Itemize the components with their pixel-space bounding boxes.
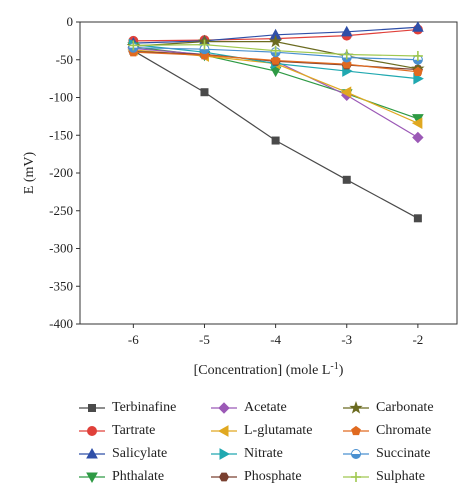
legend-item-phthalate: Phthalate <box>78 467 210 486</box>
data-point-salicylate <box>412 21 424 32</box>
legend-marker-phosphate <box>218 472 230 481</box>
legend-label: Tartrate <box>112 422 156 438</box>
data-point-l-glutamate <box>340 86 352 99</box>
legend-label: L-glutamate <box>244 422 313 438</box>
legend-swatch-carbonate <box>343 400 369 414</box>
data-point-sulphate <box>270 45 281 56</box>
legend-label: Salicylate <box>112 445 168 461</box>
legend-item-terbinafine: Terbinafine <box>78 398 210 417</box>
legend-item-tartrate: Tartrate <box>78 421 210 440</box>
legend-marker-carbonate <box>349 400 363 414</box>
legend-swatch-nitrate <box>211 447 237 460</box>
data-point-sulphate <box>128 40 139 51</box>
x-axis-title: [Concentration] (mole L-1) <box>194 361 344 379</box>
y-tick-label: -200 <box>49 165 73 180</box>
legend-swatch-l-glutamate <box>211 424 237 437</box>
legend-label: Nitrate <box>244 445 283 461</box>
y-axis-title: E (mV) <box>22 151 37 194</box>
legend-swatch-tartrate <box>79 425 105 436</box>
x-tick-label: -5 <box>199 332 210 347</box>
legend-swatch-acetate <box>211 401 237 414</box>
y-tick-label: 0 <box>67 14 74 29</box>
legend-marker-tartrate <box>87 425 97 436</box>
y-tick-label: -400 <box>49 316 73 331</box>
data-point-phthalate <box>269 66 282 78</box>
legend-label: Succinate <box>376 445 431 461</box>
data-point-nitrate <box>413 72 424 85</box>
legend-label: Terbinafine <box>112 399 177 415</box>
legend-label: Phthalate <box>112 468 165 484</box>
plot-frame <box>79 21 458 325</box>
data-point-terbinafine <box>342 175 351 184</box>
legend-label: Chromate <box>376 422 432 438</box>
legend-marker-succinate <box>351 448 361 459</box>
data-point-l-glutamate <box>411 117 423 130</box>
legend-marker-l-glutamate <box>217 424 229 437</box>
y-tick-label: -250 <box>49 203 73 218</box>
legend-marker-nitrate <box>219 447 231 460</box>
data-point-sulphate <box>341 49 352 60</box>
legend-marker-salicylate <box>86 447 98 458</box>
series-sulphate <box>128 39 423 61</box>
legend-marker-terbinafine <box>88 403 96 412</box>
y-tick-label: -300 <box>49 241 73 256</box>
legend-swatch-succinate <box>343 448 369 459</box>
data-point-sulphate <box>412 50 423 61</box>
chart: 0 -50 -100 -150 -200 -250 -300 -350 -400 -6 -5 -4 -3… <box>22 14 458 379</box>
data-point-terbinafine <box>413 214 422 223</box>
data-point-chromate <box>413 66 423 76</box>
data-point-sulphate <box>199 39 210 50</box>
legend-swatch-phosphate <box>211 472 237 481</box>
legend-item-salicylate: Salicylate <box>78 444 210 463</box>
legend-marker-chromate <box>351 425 361 435</box>
legend-label: Phosphate <box>244 468 302 484</box>
legend-label: Sulphate <box>376 468 425 484</box>
legend-swatch-sulphate <box>343 471 369 482</box>
legend-item-succinate: Succinate <box>342 444 472 463</box>
legend-swatch-terbinafine <box>79 403 105 412</box>
legend-swatch-phthalate <box>79 472 105 483</box>
y-tick-label: -100 <box>49 90 73 105</box>
x-tick-label: -3 <box>341 332 352 347</box>
legend-item-l-glutamate: L-glutamate <box>210 421 342 440</box>
data-point-salicylate <box>340 25 353 37</box>
data-point-terbinafine <box>200 88 209 97</box>
legend-item-chromate: Chromate <box>342 421 472 440</box>
x-tick-label: -6 <box>128 332 139 347</box>
legend-item-nitrate: Nitrate <box>210 444 342 463</box>
legend-swatch-chromate <box>343 425 369 435</box>
data-point-chromate <box>270 55 281 65</box>
legend-item-sulphate: Sulphate <box>342 467 472 486</box>
x-tick-label: -2 <box>412 332 423 347</box>
legend-swatch-salicylate <box>79 447 105 458</box>
legend-label: Carbonate <box>376 399 434 415</box>
legend: Terbinafine Acetate Carbonate Tartrate L-glu… <box>78 398 468 486</box>
legend-item-carbonate: Carbonate <box>342 398 472 417</box>
legend-label: Acetate <box>244 399 287 415</box>
y-tick-label: -150 <box>49 127 73 142</box>
data-point-acetate <box>412 131 424 144</box>
legend-marker-acetate <box>218 401 230 414</box>
x-tick-label: -4 <box>270 332 281 347</box>
legend-item-acetate: Acetate <box>210 398 342 417</box>
y-tick-label: -50 <box>56 52 73 67</box>
legend-item-phosphate: Phosphate <box>210 467 342 486</box>
legend-marker-phthalate <box>86 472 98 483</box>
y-tick-label: -350 <box>49 278 73 293</box>
data-point-carbonate <box>268 34 283 48</box>
data-point-terbinafine <box>271 136 280 145</box>
legend-marker-sulphate <box>351 471 361 482</box>
